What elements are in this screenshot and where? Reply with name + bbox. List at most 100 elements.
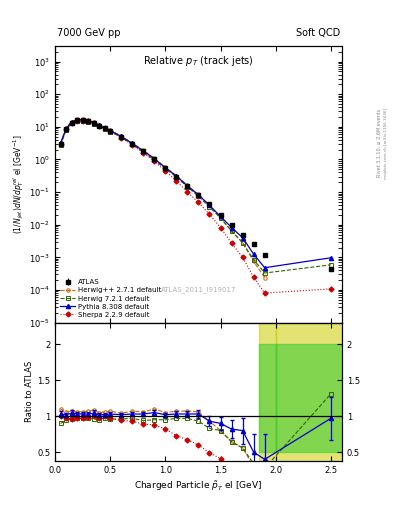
Sherpa 2.2.9 default (174, 178, 179, 184)
Pythia 8.308 default (97, 122, 101, 129)
Sherpa 2.2.9 default (69, 120, 74, 126)
Pythia 8.308 default (119, 133, 123, 139)
Herwig 7.2.1 default (64, 127, 68, 133)
Herwig++ 2.7.1 default (130, 140, 135, 146)
Sherpa 2.2.9 default (86, 118, 90, 124)
Herwig++ 2.7.1 default (91, 119, 96, 125)
Herwig++ 2.7.1 default (102, 124, 107, 131)
Sherpa 2.2.9 default (218, 224, 223, 230)
Pythia 8.308 default (108, 127, 112, 134)
Herwig++ 2.7.1 default (69, 119, 74, 125)
Pythia 8.308 default (251, 251, 256, 257)
Herwig++ 2.7.1 default (75, 116, 79, 122)
Herwig++ 2.7.1 default (207, 202, 212, 208)
Sherpa 2.2.9 default (229, 240, 234, 246)
Herwig++ 2.7.1 default (64, 125, 68, 132)
Y-axis label: Ratio to ATLAS: Ratio to ATLAS (25, 361, 34, 422)
Text: ATLAS_2011_I919017: ATLAS_2011_I919017 (161, 286, 236, 293)
Herwig 7.2.1 default (174, 174, 179, 180)
Text: Rivet 3.1.10, ≥ 2.6M events: Rivet 3.1.10, ≥ 2.6M events (377, 109, 382, 178)
X-axis label: Charged Particle $\tilde{p}_T$ el [GeV]: Charged Particle $\tilde{p}_T$ el [GeV] (134, 479, 263, 493)
Herwig++ 2.7.1 default (262, 274, 267, 281)
Herwig 7.2.1 default (329, 262, 333, 268)
Herwig 7.2.1 default (119, 134, 123, 140)
Herwig 7.2.1 default (251, 257, 256, 263)
Pythia 8.308 default (329, 254, 333, 261)
Text: Relative $p_T$ (track jets): Relative $p_T$ (track jets) (143, 54, 254, 69)
Herwig++ 2.7.1 default (119, 133, 123, 139)
Line: Herwig++ 2.7.1 default: Herwig++ 2.7.1 default (59, 118, 266, 279)
Herwig++ 2.7.1 default (163, 164, 168, 170)
Pythia 8.308 default (64, 126, 68, 132)
Herwig++ 2.7.1 default (196, 191, 201, 198)
Pythia 8.308 default (58, 140, 63, 146)
Text: Soft QCD: Soft QCD (296, 28, 340, 38)
Legend: ATLAS, Herwig++ 2.7.1 default, Herwig 7.2.1 default, Pythia 8.308 default, Sherp: ATLAS, Herwig++ 2.7.1 default, Herwig 7.… (57, 276, 164, 321)
Herwig++ 2.7.1 default (108, 127, 112, 133)
Sherpa 2.2.9 default (152, 158, 157, 164)
Sherpa 2.2.9 default (108, 129, 112, 135)
Herwig 7.2.1 default (108, 129, 112, 135)
Herwig 7.2.1 default (262, 270, 267, 276)
Text: 7000 GeV pp: 7000 GeV pp (57, 28, 121, 38)
Herwig 7.2.1 default (102, 125, 107, 132)
Sherpa 2.2.9 default (240, 254, 245, 261)
Pythia 8.308 default (75, 117, 79, 123)
Sherpa 2.2.9 default (185, 189, 190, 195)
Herwig 7.2.1 default (86, 119, 90, 125)
Herwig 7.2.1 default (229, 228, 234, 234)
Pythia 8.308 default (218, 214, 223, 220)
Sherpa 2.2.9 default (119, 135, 123, 141)
Sherpa 2.2.9 default (262, 290, 267, 296)
Herwig++ 2.7.1 default (80, 116, 85, 122)
Pythia 8.308 default (196, 192, 201, 198)
Herwig++ 2.7.1 default (97, 122, 101, 128)
Sherpa 2.2.9 default (102, 125, 107, 132)
Herwig 7.2.1 default (163, 166, 168, 172)
Pythia 8.308 default (102, 125, 107, 131)
Pythia 8.308 default (207, 202, 212, 208)
Herwig 7.2.1 default (91, 121, 96, 127)
Herwig 7.2.1 default (207, 204, 212, 210)
Pythia 8.308 default (141, 147, 146, 154)
Sherpa 2.2.9 default (130, 142, 135, 148)
Sherpa 2.2.9 default (141, 150, 146, 156)
Sherpa 2.2.9 default (80, 118, 85, 124)
Pythia 8.308 default (174, 173, 179, 179)
Pythia 8.308 default (80, 117, 85, 123)
Text: mcplots.cern.ch [arXiv:1306.3436]: mcplots.cern.ch [arXiv:1306.3436] (384, 108, 388, 179)
Herwig++ 2.7.1 default (251, 259, 256, 265)
Pythia 8.308 default (69, 119, 74, 125)
Pythia 8.308 default (152, 156, 157, 162)
Herwig 7.2.1 default (152, 157, 157, 163)
Herwig 7.2.1 default (218, 215, 223, 221)
Herwig 7.2.1 default (80, 118, 85, 124)
Sherpa 2.2.9 default (163, 168, 168, 174)
Y-axis label: $(1/N_{jet})dN/dp_T^{rel}$ el [GeV$^{-1}$]: $(1/N_{jet})dN/dp_T^{rel}$ el [GeV$^{-1}… (12, 135, 26, 234)
Pythia 8.308 default (185, 183, 190, 189)
Herwig 7.2.1 default (75, 118, 79, 124)
Herwig++ 2.7.1 default (86, 117, 90, 123)
Herwig++ 2.7.1 default (240, 240, 245, 246)
Sherpa 2.2.9 default (58, 141, 63, 147)
Pythia 8.308 default (91, 119, 96, 125)
Herwig++ 2.7.1 default (152, 155, 157, 161)
Sherpa 2.2.9 default (97, 123, 101, 129)
Herwig++ 2.7.1 default (141, 147, 146, 154)
Herwig++ 2.7.1 default (229, 228, 234, 234)
Line: Herwig 7.2.1 default: Herwig 7.2.1 default (59, 119, 332, 275)
Pythia 8.308 default (130, 140, 135, 146)
Herwig 7.2.1 default (97, 123, 101, 129)
Sherpa 2.2.9 default (75, 118, 79, 124)
Herwig 7.2.1 default (130, 141, 135, 147)
Sherpa 2.2.9 default (64, 126, 68, 133)
Sherpa 2.2.9 default (207, 211, 212, 218)
Herwig 7.2.1 default (69, 120, 74, 126)
Herwig 7.2.1 default (240, 240, 245, 246)
Sherpa 2.2.9 default (196, 200, 201, 206)
Pythia 8.308 default (163, 165, 168, 171)
Herwig 7.2.1 default (141, 149, 146, 155)
Pythia 8.308 default (262, 265, 267, 271)
Sherpa 2.2.9 default (251, 274, 256, 281)
Line: Pythia 8.308 default: Pythia 8.308 default (59, 118, 333, 270)
